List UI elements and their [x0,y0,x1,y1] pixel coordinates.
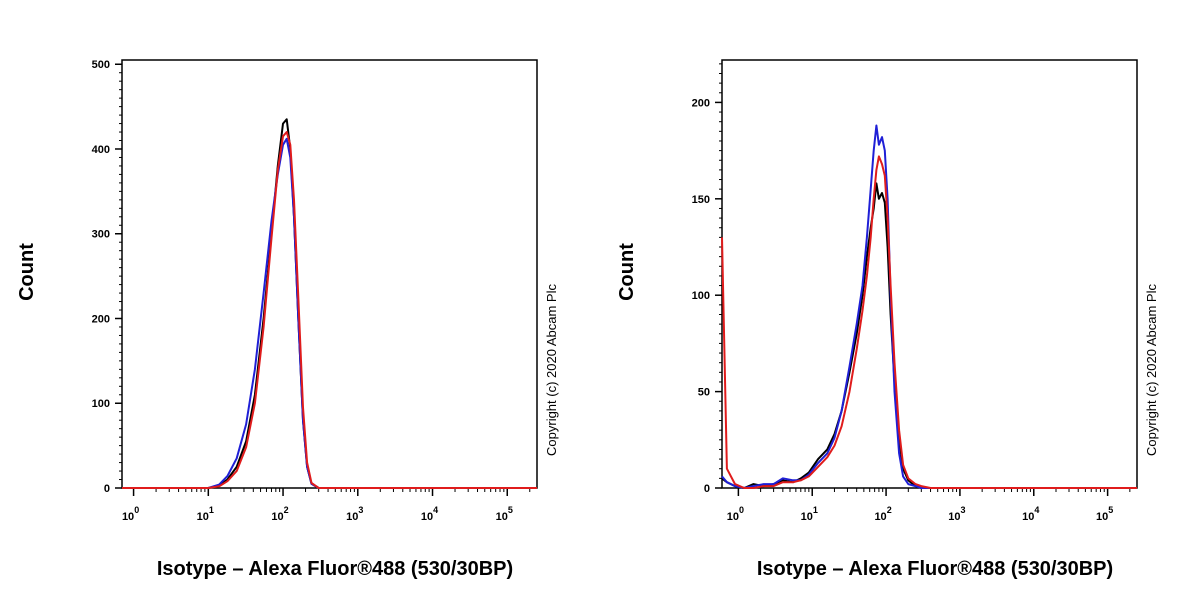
x-tick-label: 101 [801,505,818,523]
series-lines [122,118,537,489]
x-tick-label: 104 [421,505,438,523]
x-axis-title: Isotype – Alexa Fluor®488 (530/30BP) [157,558,513,580]
series-line-blue [122,137,537,489]
x-tick-label: 103 [948,505,965,523]
y-axis-title: Count [616,243,638,301]
copyright-annotation: Copyright (c) 2020 Abcam Plc [1144,284,1159,456]
histogram-panel-1: 0 100 200 300 400 500 100 101 102 103 104 105 Coun… [16,59,559,580]
x-axis-title: Isotype – Alexa Fluor®488 (530/30BP) [757,558,1113,580]
y-axis: 0 50 100 150 200 [692,63,722,495]
copyright-annotation: Copyright (c) 2020 Abcam Plc [544,284,559,456]
x-tick-label: 102 [874,505,891,523]
x-tick-label: 105 [496,505,513,523]
x-tick-label: 103 [346,505,363,523]
y-tick-label: 0 [104,483,110,495]
series-line-black [122,118,537,489]
plot-frame [721,59,1138,489]
y-tick-label: 150 [692,194,710,206]
y-tick-label: 500 [92,59,110,71]
y-tick-label: 200 [692,97,710,109]
y-tick-label: 0 [704,483,710,495]
y-axis: 0 100 200 300 400 500 [92,59,122,495]
y-tick-label: 100 [92,398,110,410]
series-line-blue [721,124,1137,489]
plot-frame [121,59,538,489]
histogram-panel-2: 0 50 100 150 200 100 101 102 103 104 105 Count Is… [616,59,1159,580]
x-axis: 100 101 102 103 104 105 [727,488,1131,523]
series-lines [721,124,1137,489]
x-tick-label: 100 [727,505,744,523]
series-line-red [721,155,1137,489]
y-axis-title: Count [16,243,38,301]
x-tick-label: 102 [271,505,288,523]
y-tick-label: 200 [92,313,110,325]
y-tick-label: 50 [698,387,710,399]
series-line-red [122,131,537,489]
y-tick-label: 100 [692,290,710,302]
y-tick-label: 300 [92,229,110,241]
x-tick-label: 100 [122,505,139,523]
x-tick-label: 105 [1096,505,1113,523]
x-tick-label: 101 [197,505,214,523]
x-tick-label: 104 [1022,505,1039,523]
series-line-black [721,182,1137,489]
x-axis: 100 101 102 103 104 105 [122,488,531,523]
y-tick-label: 400 [92,144,110,156]
